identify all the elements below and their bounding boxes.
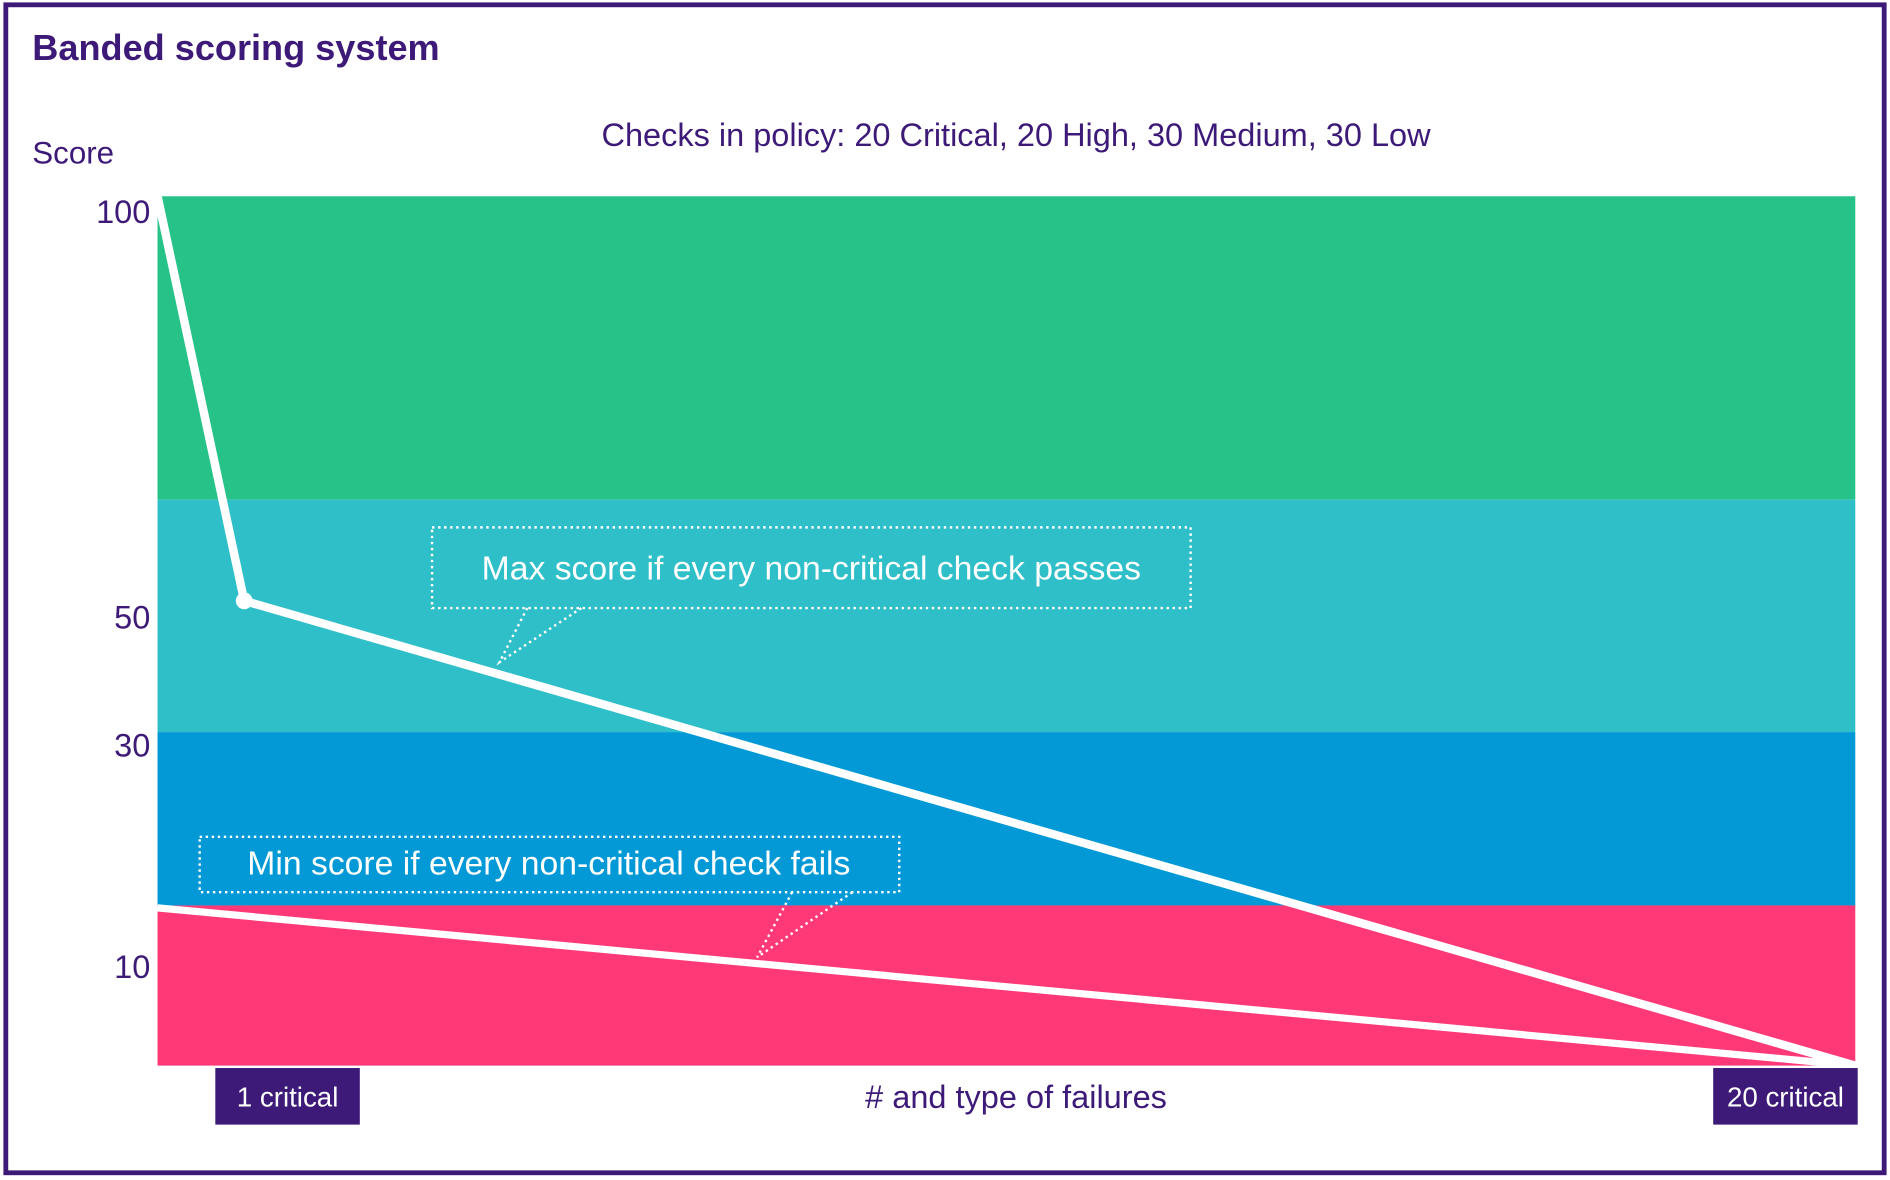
subtitle: Checks in policy: 20 Critical, 20 High, … [601, 117, 1431, 153]
x-end-label: 20 critical [1727, 1082, 1844, 1113]
band-teal [157, 499, 1856, 733]
x-axis-label: # and type of failures [865, 1079, 1167, 1115]
y-tick-label: 30 [114, 727, 150, 763]
callout-pointer [496, 607, 583, 666]
x-start-label: 1 critical [237, 1082, 339, 1113]
callout-box [430, 526, 1192, 610]
max-point [235, 592, 253, 610]
callout-pointer [756, 891, 853, 959]
y-tick-label: 50 [114, 600, 150, 636]
callout-text: Min score if every non-critical check fa… [247, 845, 850, 883]
callout-box [198, 835, 901, 894]
title: Banded scoring system [32, 27, 439, 68]
y-tick-label: 100 [96, 194, 150, 230]
x-start-box [215, 1068, 360, 1125]
x-end-box [1713, 1068, 1858, 1125]
callout-text: Max score if every non-critical check pa… [482, 550, 1141, 588]
band-green [157, 196, 1856, 500]
min-line [157, 904, 1856, 1070]
y-tick-label: 10 [114, 949, 150, 985]
y-axis-label: Score [32, 136, 114, 171]
